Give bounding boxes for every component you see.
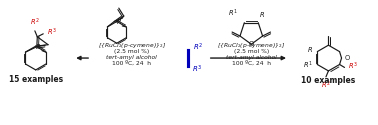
Text: $R^3$: $R^3$	[192, 63, 202, 75]
Text: O: O	[344, 55, 350, 61]
Text: R: R	[260, 12, 265, 18]
Text: 15 examples: 15 examples	[9, 75, 63, 84]
Text: 100 ºC, 24  h: 100 ºC, 24 h	[232, 60, 271, 66]
Text: R: R	[36, 44, 41, 50]
Text: tert-amyl alcohol: tert-amyl alcohol	[106, 54, 157, 60]
Text: R: R	[308, 47, 312, 53]
Text: $R^1$: $R^1$	[228, 8, 237, 19]
Text: 100 ºC, 24  h: 100 ºC, 24 h	[112, 60, 151, 66]
Text: $R^3$: $R^3$	[47, 27, 57, 38]
Text: (2.5 mol %): (2.5 mol %)	[114, 49, 149, 54]
Text: $R^2$: $R^2$	[193, 42, 203, 53]
Text: $R^2$: $R^2$	[321, 80, 330, 91]
Text: (2.5 mol %): (2.5 mol %)	[234, 49, 269, 54]
Text: [{RuCl$_2$(p-cymene)}$_2$]: [{RuCl$_2$(p-cymene)}$_2$]	[98, 41, 166, 50]
Text: $R^3$: $R^3$	[349, 61, 358, 72]
Text: 10 examples: 10 examples	[301, 76, 356, 85]
Text: R: R	[117, 19, 121, 25]
Text: [{RuCl$_2$(p-cymene)}$_2$]: [{RuCl$_2$(p-cymene)}$_2$]	[217, 41, 285, 50]
Text: O: O	[249, 41, 254, 47]
Text: $R^1$: $R^1$	[303, 60, 312, 71]
Text: tert-amyl alcohol: tert-amyl alcohol	[226, 54, 277, 60]
Text: $R^2$: $R^2$	[29, 17, 39, 28]
